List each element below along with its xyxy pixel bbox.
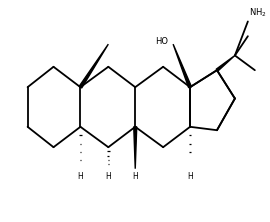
Polygon shape	[79, 44, 108, 88]
Polygon shape	[134, 127, 137, 169]
Polygon shape	[173, 44, 191, 88]
Polygon shape	[216, 56, 235, 71]
Text: H: H	[106, 172, 111, 181]
Text: H: H	[132, 172, 138, 181]
Text: HO: HO	[155, 37, 168, 46]
Text: NH$_2$: NH$_2$	[249, 6, 267, 19]
Text: H: H	[187, 172, 193, 181]
Text: H: H	[77, 172, 83, 181]
